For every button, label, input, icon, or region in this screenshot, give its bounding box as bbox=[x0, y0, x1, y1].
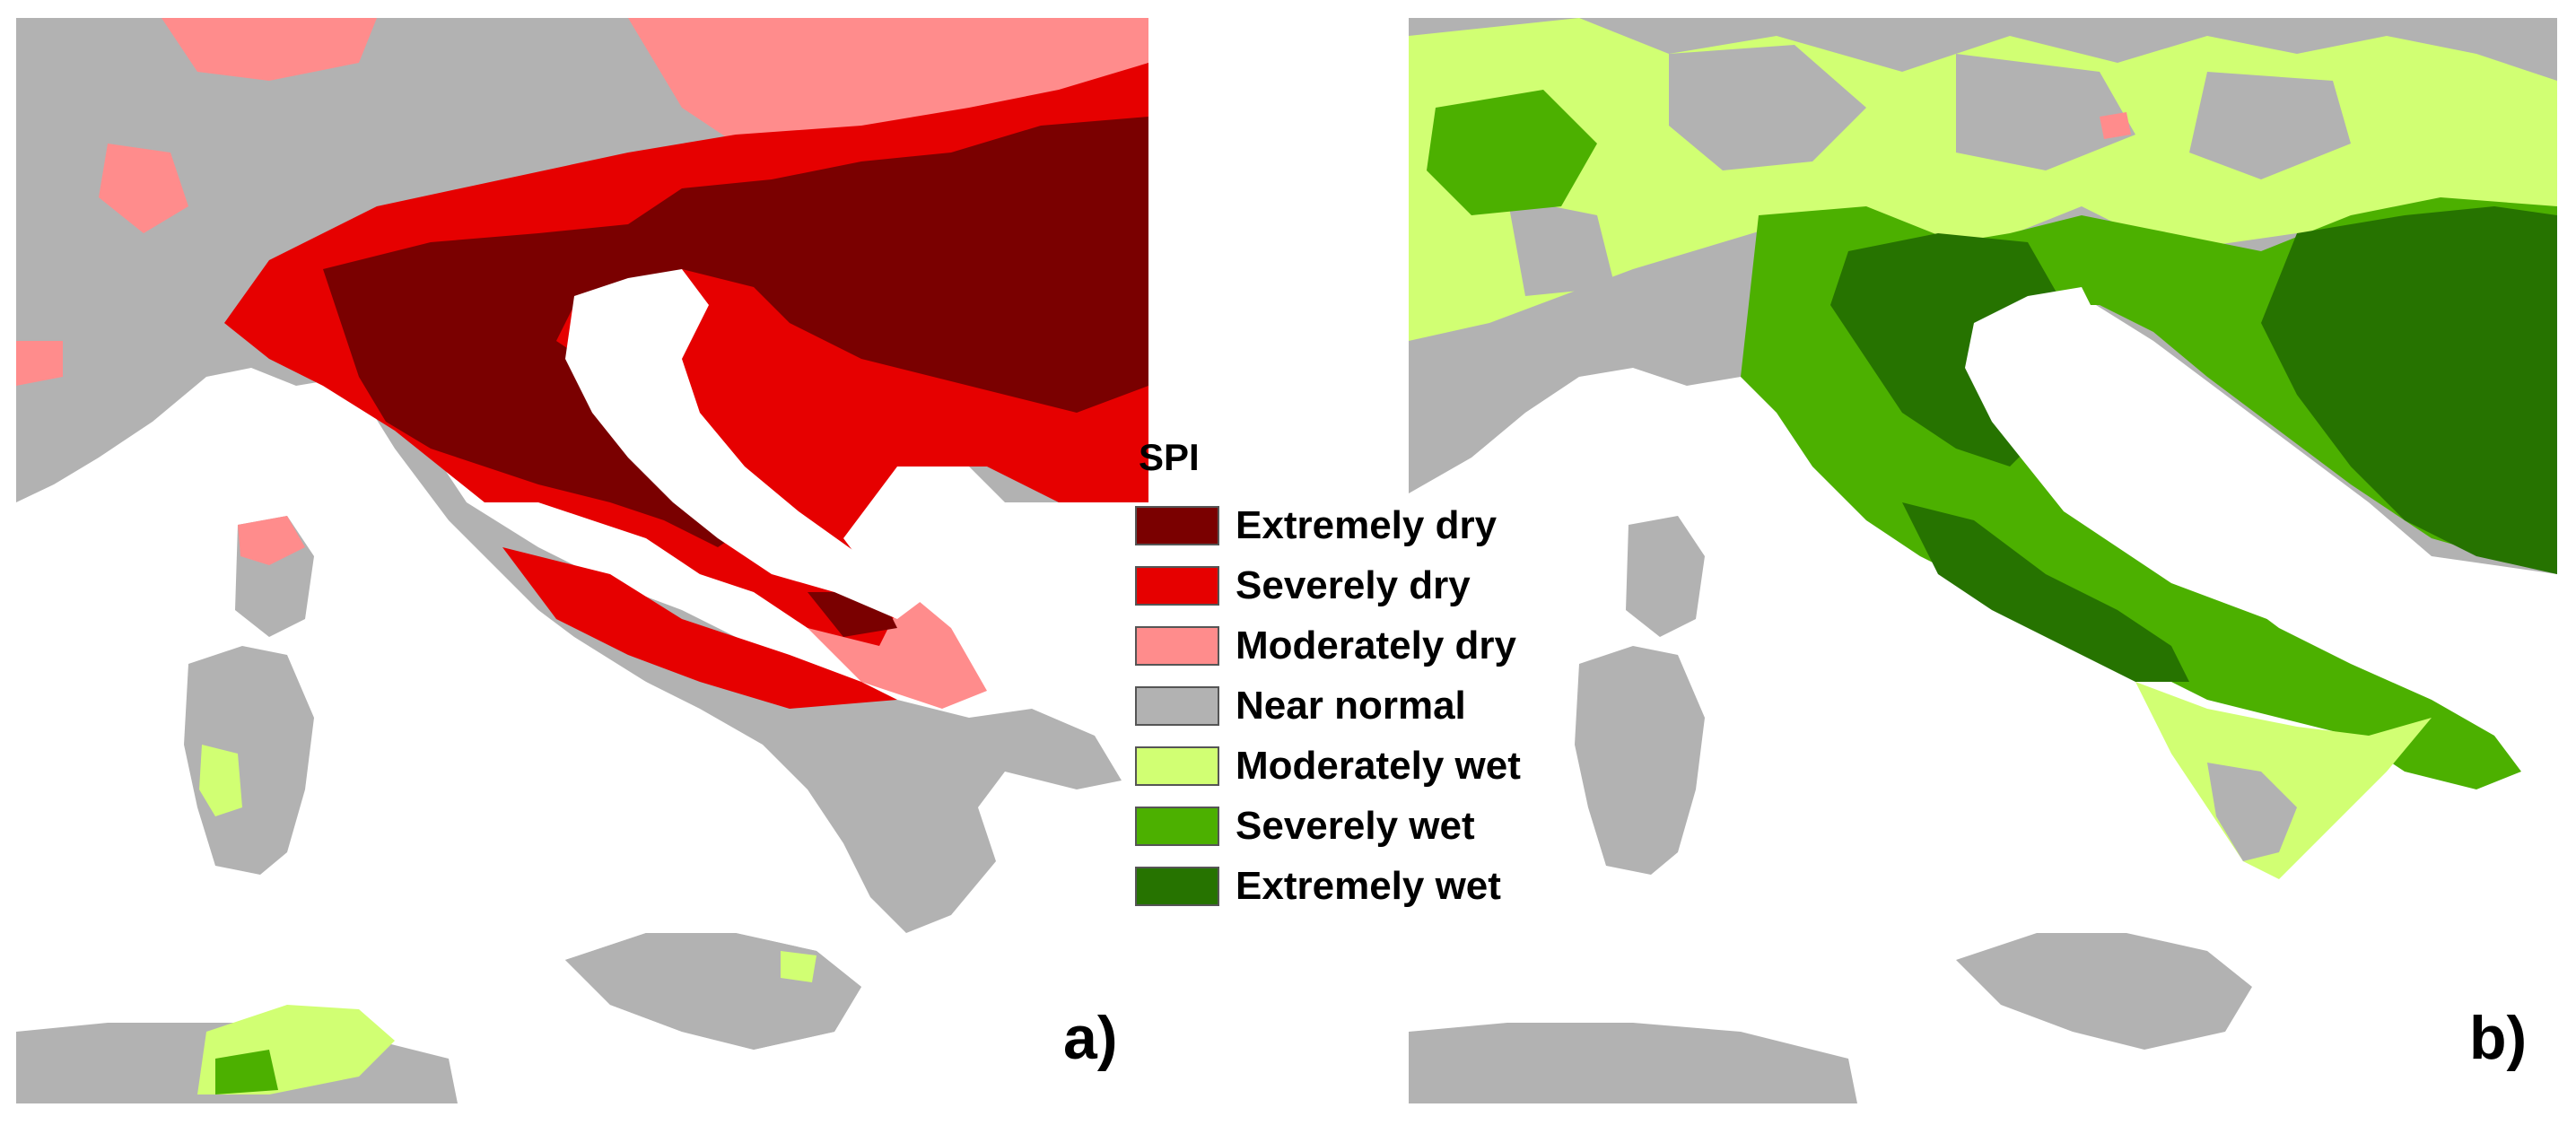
land-gray-patches bbox=[1507, 45, 2351, 296]
island-sardinia bbox=[1575, 646, 1705, 875]
legend-item: Near normal bbox=[1132, 676, 1599, 736]
island-sardinia bbox=[184, 646, 314, 875]
panel-label-a: a) bbox=[1063, 1004, 1118, 1072]
legend-swatch bbox=[1135, 866, 1219, 906]
legend-item: Moderately wet bbox=[1132, 736, 1599, 796]
legend-item: Moderately dry bbox=[1132, 615, 1599, 676]
legend-item: Severely dry bbox=[1132, 555, 1599, 615]
small-dry-spot bbox=[2100, 112, 2131, 139]
extremely-dry-region bbox=[323, 117, 1148, 637]
land-italy-south-wet bbox=[2135, 682, 2432, 879]
legend-label: Extremely dry bbox=[1236, 502, 1498, 547]
island-corsica bbox=[1626, 516, 1705, 637]
map-panel-b bbox=[1409, 18, 2557, 1103]
panel-label-b: b) bbox=[2469, 1004, 2528, 1072]
spi-legend: SPI Extremely dry Severely dry Moderately … bbox=[1132, 436, 1599, 916]
legend-label: Moderately wet bbox=[1236, 743, 1521, 788]
map-panel-a bbox=[16, 18, 1148, 1103]
adriatic-sea bbox=[565, 269, 933, 619]
island-corsica-dry bbox=[238, 516, 305, 565]
legend-label: Extremely wet bbox=[1236, 863, 1501, 908]
legend-swatch bbox=[1135, 685, 1219, 726]
land-italy-south-normal bbox=[2207, 763, 2297, 861]
legend-item: Severely wet bbox=[1132, 796, 1599, 856]
legend-items: Extremely dry Severely dry Moderately dry N… bbox=[1132, 495, 1599, 916]
legend-label: Near normal bbox=[1236, 683, 1466, 728]
moderately-dry-region bbox=[16, 18, 1148, 709]
north-africa bbox=[1409, 1023, 1857, 1103]
island-sicily bbox=[565, 933, 861, 1050]
legend-swatch bbox=[1135, 746, 1219, 786]
legend-title: SPI bbox=[1139, 436, 1200, 478]
legend-swatch bbox=[1135, 505, 1219, 545]
legend-item: Extremely wet bbox=[1132, 856, 1599, 916]
legend-label: Severely wet bbox=[1236, 803, 1475, 848]
legend-swatch bbox=[1135, 625, 1219, 666]
island-sardinia-wet bbox=[199, 745, 242, 816]
north-africa-severely-wet bbox=[215, 1050, 278, 1094]
legend-swatch bbox=[1135, 806, 1219, 846]
legend-label: Severely dry bbox=[1236, 562, 1471, 607]
legend-label: Moderately dry bbox=[1236, 623, 1516, 667]
island-sicily-wet bbox=[781, 951, 816, 982]
island-sicily bbox=[1956, 933, 2252, 1050]
legend-item: Extremely dry bbox=[1132, 495, 1599, 555]
legend-swatch bbox=[1135, 565, 1219, 606]
adriatic-sea bbox=[1965, 287, 2351, 637]
